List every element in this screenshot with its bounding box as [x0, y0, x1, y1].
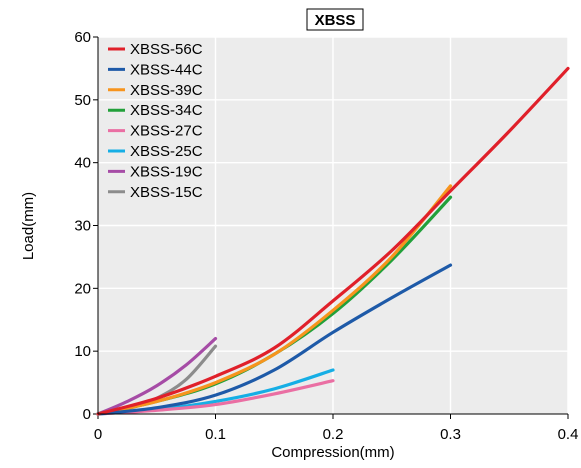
series-layer	[96, 66, 570, 416]
legend-label-xbss-34c: XBSS-34C	[130, 102, 203, 119]
y-tick-label: 30	[74, 218, 91, 235]
y-tick-label: 20	[74, 280, 91, 297]
y-tick-label: 10	[74, 343, 91, 360]
x-tick-label: 0.3	[440, 426, 461, 443]
legend-label-xbss-15c: XBSS-15C	[130, 184, 203, 201]
y-axis-label: Load(mm)	[20, 192, 37, 260]
grid-lines	[93, 36, 569, 419]
series-line-xbss-56c	[96, 66, 570, 416]
legend-label-xbss-44c: XBSS-44C	[130, 61, 203, 78]
y-tick-labels: 0 10 20 30 40 50 60	[74, 29, 91, 423]
legend-label-xbss-39c: XBSS-39C	[130, 82, 203, 99]
series-line-xbss-19c	[96, 337, 218, 416]
y-tick-label: 50	[74, 92, 91, 109]
legend-label-xbss-25c: XBSS-25C	[130, 143, 203, 160]
x-tick-label: 0.1	[205, 426, 226, 443]
y-tick-label: 40	[74, 155, 91, 172]
chart-title-box: XBSS	[306, 8, 364, 31]
x-axis-label: Compression(mm)	[271, 444, 394, 461]
x-tick-label: 0.2	[323, 426, 344, 443]
x-tick-labels: 0 0.1 0.2 0.3 0.4	[94, 426, 579, 443]
x-tick-label: 0.4	[558, 426, 579, 443]
axis-layer	[97, 37, 568, 415]
series-line-xbss-44c	[96, 263, 453, 416]
chart-title-frame	[306, 8, 364, 31]
y-tick-label: 0	[83, 406, 91, 423]
series-line-xbss-39c	[96, 184, 453, 416]
legend-label-xbss-19c: XBSS-19C	[130, 163, 203, 180]
chart-title: XBSS	[315, 12, 356, 29]
legend-label-xbss-56c: XBSS-56C	[130, 41, 203, 58]
legend-label-xbss-27c: XBSS-27C	[130, 123, 203, 140]
legend: XBSS-56C XBSS-44C XBSS-39C XBSS-34C XBSS-27C…	[108, 41, 203, 201]
x-tick-label: 0	[94, 426, 102, 443]
y-tick-label: 60	[74, 29, 91, 46]
